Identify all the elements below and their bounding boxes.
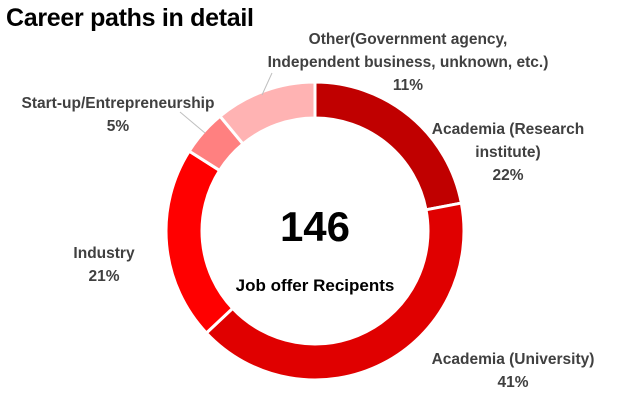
label-other: Other(Government agency, Independent bus… xyxy=(243,28,573,97)
label-line: Industry xyxy=(73,245,135,262)
label-pct: 21% xyxy=(88,268,120,285)
label-line: Academia (University) xyxy=(431,351,595,368)
label-pct: 41% xyxy=(497,374,529,391)
label-academia-university: Academia (University) 41% xyxy=(413,348,613,394)
label-line: Academia (Research xyxy=(431,121,585,138)
label-industry: Industry 21% xyxy=(54,242,154,288)
leader-line xyxy=(261,72,273,96)
label-line: Other(Government agency, xyxy=(308,31,508,48)
label-line: institute) xyxy=(475,144,541,161)
leader-line xyxy=(179,111,206,134)
label-line: Independent business, unknown, etc.) xyxy=(267,54,549,71)
label-academia-research: Academia (Research institute) 22% xyxy=(418,118,598,187)
label-pct: 22% xyxy=(492,167,524,184)
label-startup: Start-up/Entrepreneurship 5% xyxy=(8,92,228,138)
donut-slice xyxy=(217,80,317,147)
center-total: 146 xyxy=(279,203,351,250)
chart-title: Career paths in detail xyxy=(6,4,254,32)
donut-slice xyxy=(204,201,466,382)
label-pct: 11% xyxy=(392,77,424,94)
center-label: Job offer Recipents xyxy=(235,276,395,295)
label-line: Start-up/Entrepreneurship xyxy=(21,95,215,112)
label-pct: 5% xyxy=(106,118,130,135)
